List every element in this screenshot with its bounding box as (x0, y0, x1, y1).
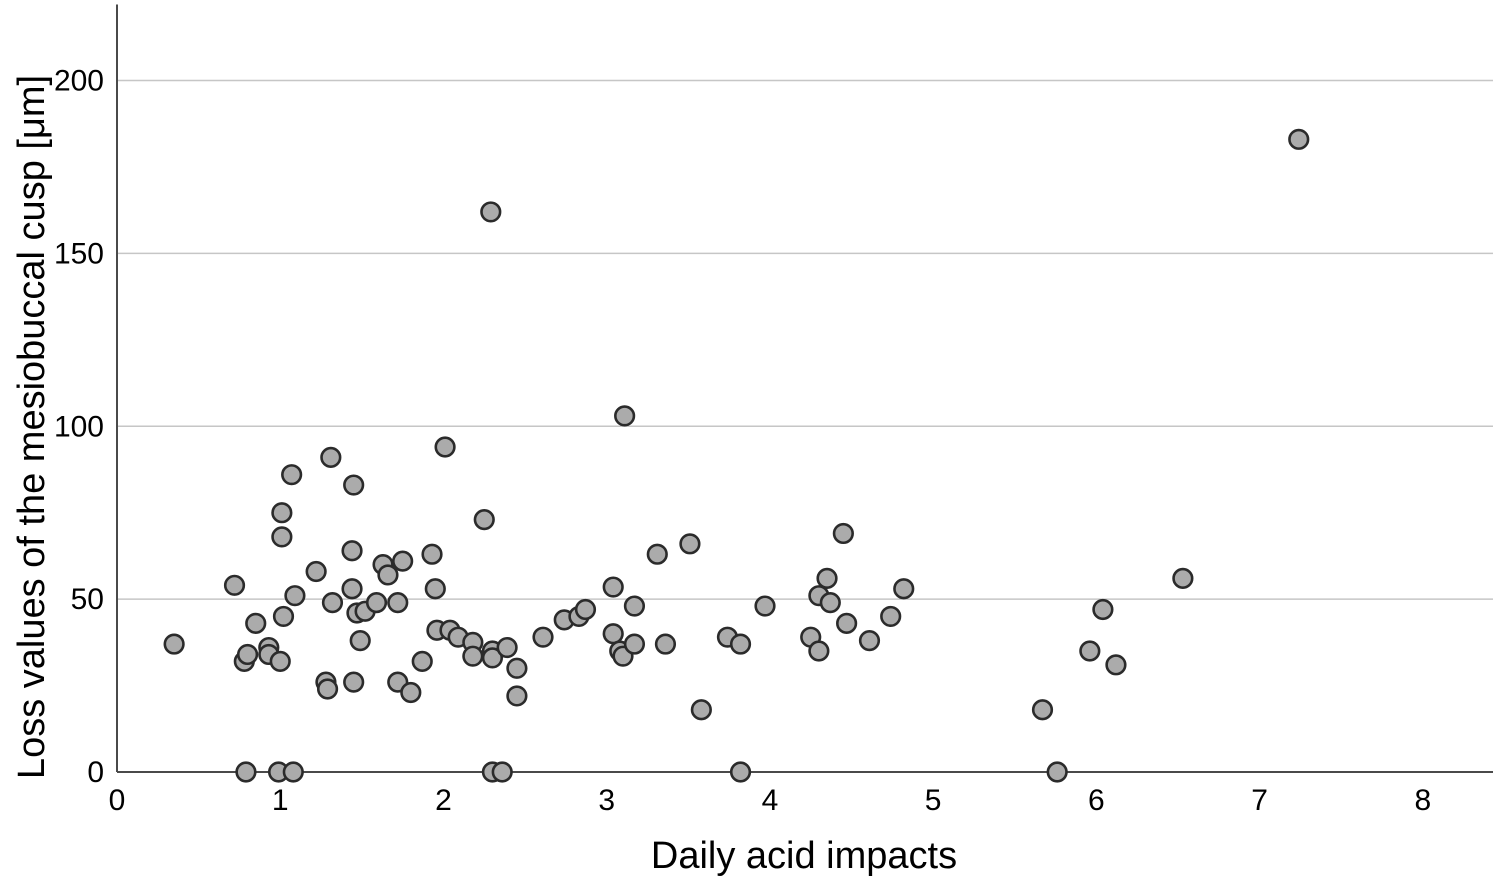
data-point (614, 405, 636, 427)
x-tick-label-6: 6 (1088, 784, 1105, 817)
gridline-layer (117, 79, 1493, 600)
data-point (1105, 654, 1127, 676)
x-tick-label-3: 3 (598, 784, 615, 817)
data-point (341, 578, 363, 600)
data-point (679, 533, 701, 555)
tick-label-layer: 0 50 100 150 200 0 1 2 3 4 5 6 7 8 (54, 65, 1431, 817)
x-tick-label-4: 4 (762, 784, 779, 817)
data-point (462, 645, 484, 667)
data-point-layer (163, 128, 1310, 783)
data-point (235, 761, 257, 783)
data-point (496, 636, 518, 659)
data-point (836, 612, 858, 634)
data-point (341, 540, 363, 562)
x-axis-title: Daily acid impacts (651, 835, 957, 877)
data-point (434, 436, 456, 458)
data-point (690, 699, 712, 721)
data-point (281, 464, 303, 486)
data-point (808, 640, 830, 662)
data-point (392, 550, 414, 572)
data-point (320, 446, 342, 468)
data-point (272, 605, 295, 628)
data-point (574, 598, 597, 621)
data-point (1092, 598, 1114, 621)
data-point (819, 591, 841, 614)
data-point (1079, 640, 1101, 662)
data-point (1046, 761, 1068, 783)
data-point (893, 578, 915, 600)
y-tick-label-100: 100 (54, 410, 104, 443)
data-point (1172, 567, 1194, 589)
y-tick-label-150: 150 (54, 237, 104, 270)
y-tick-label-200: 200 (54, 65, 104, 98)
x-tick-label-5: 5 (925, 784, 942, 817)
data-point (1031, 699, 1054, 721)
data-point (282, 761, 304, 783)
data-point (284, 585, 306, 607)
data-point (646, 543, 668, 565)
data-point (832, 522, 854, 545)
data-point (754, 595, 776, 617)
data-point (480, 201, 502, 223)
x-tick-label-2: 2 (435, 784, 452, 817)
data-point (236, 643, 259, 666)
data-point (343, 474, 365, 496)
data-point (305, 560, 327, 583)
data-point (316, 678, 339, 700)
data-point (491, 761, 513, 783)
data-point (506, 657, 528, 679)
x-tick-label-1: 1 (272, 784, 289, 817)
x-tick-label-8: 8 (1414, 784, 1431, 817)
data-point (880, 605, 902, 628)
data-point (223, 574, 246, 596)
y-tick-label-50: 50 (71, 583, 104, 616)
data-point (321, 591, 344, 614)
data-point (1288, 128, 1310, 150)
data-point (343, 671, 365, 693)
data-point (602, 576, 624, 598)
data-point (729, 633, 752, 655)
data-point (473, 509, 495, 531)
data-point (411, 650, 433, 672)
data-point (349, 630, 371, 652)
data-point (163, 633, 185, 655)
data-point (377, 564, 399, 586)
data-point (729, 761, 752, 783)
data-point (421, 543, 443, 565)
x-tick-label-0: 0 (109, 784, 126, 817)
data-point (623, 595, 646, 617)
x-tick-label-7: 7 (1251, 784, 1268, 817)
data-point (400, 681, 422, 704)
data-point (623, 633, 646, 655)
data-point (245, 612, 267, 634)
data-point (506, 685, 528, 707)
data-point (271, 526, 293, 548)
data-point (481, 647, 504, 669)
data-point (387, 591, 409, 614)
data-point (424, 578, 446, 600)
data-point (816, 567, 838, 589)
data-point (532, 626, 554, 648)
data-point (271, 502, 293, 524)
data-point (269, 650, 291, 672)
data-point (602, 623, 624, 645)
data-point (365, 591, 388, 614)
axis-layer (116, 4, 1493, 773)
data-point (858, 630, 881, 652)
y-axis-title: Loss values of the mesiobuccal cusp [μm] (11, 75, 53, 779)
y-tick-label-0: 0 (87, 756, 104, 789)
data-point (654, 633, 677, 655)
